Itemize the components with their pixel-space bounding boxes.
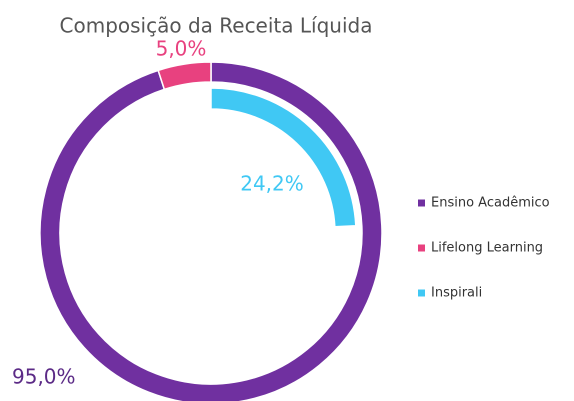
legend-swatch bbox=[418, 199, 425, 207]
chart-title: Composição da Receita Líquida bbox=[60, 14, 373, 38]
data-label: 5,0% bbox=[156, 37, 207, 61]
legend-swatch bbox=[418, 289, 425, 297]
doughnut-slice bbox=[210, 87, 357, 228]
data-label: 24,2% bbox=[240, 172, 304, 196]
legend-swatch bbox=[418, 244, 425, 252]
legend-label: Lifelong Learning bbox=[431, 241, 543, 256]
legend-label: Inspirali bbox=[431, 286, 482, 301]
legend-label: Ensino Acadêmico bbox=[431, 196, 550, 211]
data-label: 95,0% bbox=[12, 365, 76, 389]
doughnut-slice bbox=[157, 61, 212, 91]
doughnut-slice bbox=[39, 61, 383, 401]
